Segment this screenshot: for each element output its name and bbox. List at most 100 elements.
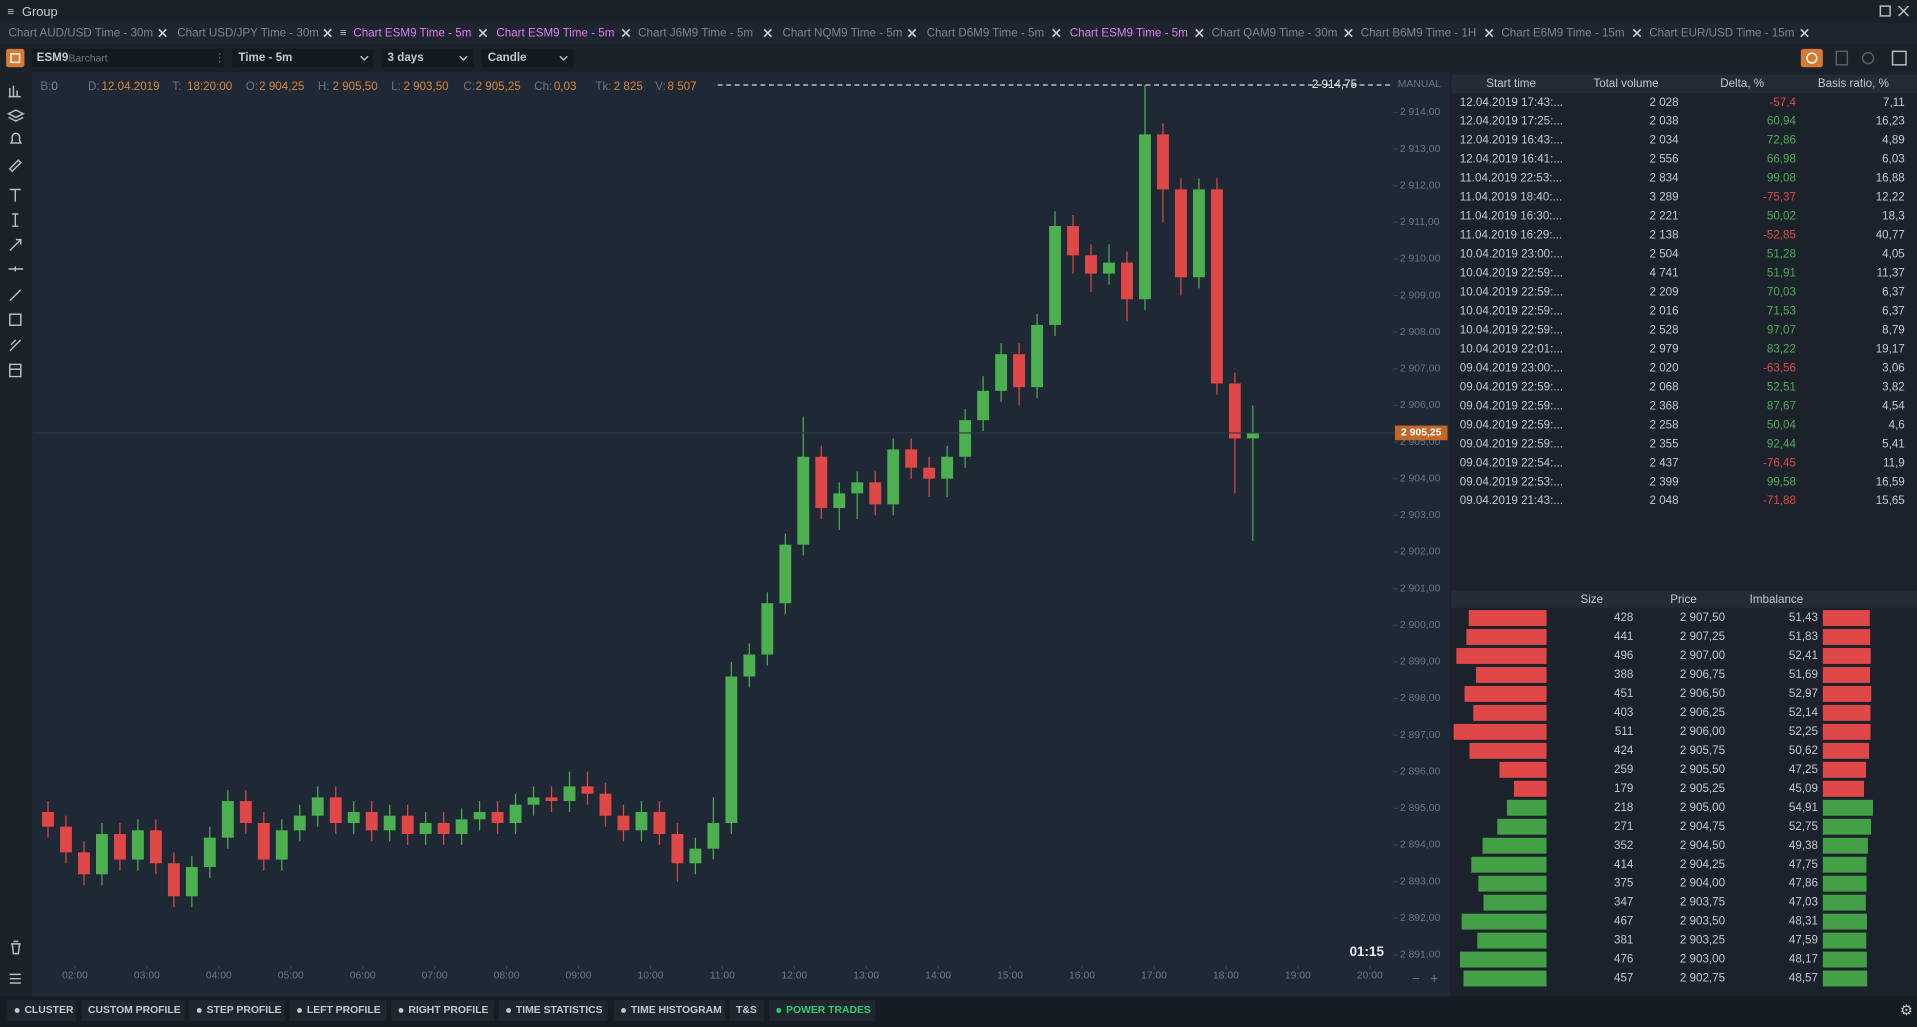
table-cell: 2 368 [1650,399,1679,412]
text-tool[interactable] [9,188,21,202]
app-logo[interactable] [6,48,25,68]
trash-tool[interactable] [11,940,21,955]
table-cell: 2 138 [1650,229,1679,242]
search-trades-button[interactable] [1800,48,1823,68]
tab-close[interactable] [323,28,332,38]
candle-body [60,826,72,853]
tab-close[interactable] [158,28,167,38]
tab-close[interactable] [1195,28,1204,38]
tab[interactable]: Chart QAM9 Time - 30m [1212,27,1338,40]
info-value: 0 [51,80,57,93]
tab[interactable]: Chart USD/JPY Time - 30m [177,27,319,40]
bottom-button[interactable] [7,1000,76,1021]
symbol-input[interactable] [31,48,224,68]
indicators-tool[interactable] [8,85,21,98]
candle-body [1103,262,1115,274]
arrow-tool[interactable] [9,238,22,252]
orderbook-header [1451,590,1917,608]
bottom-button[interactable] [189,1000,285,1021]
close-button[interactable] [1898,5,1909,17]
size-cell: 457 [1614,972,1633,985]
column-header[interactable]: Basis ratio, % [1818,77,1889,90]
table-cell: 10.04.2019 23:00:... [1460,248,1563,261]
timeframe-select[interactable] [232,48,373,68]
button-label: LEFT PROFILE [307,1005,381,1016]
tab[interactable]: Chart AUD/USD Time - 30m [9,27,154,40]
tab-close[interactable] [1052,28,1061,38]
table-cell: 11.04.2019 16:29:... [1460,229,1562,242]
rectangle-tool[interactable] [9,313,22,326]
bottom-button[interactable] [391,1000,494,1021]
delete-button[interactable] [1835,50,1849,66]
button-indicator [14,1008,20,1013]
maximize-button[interactable] [1879,5,1891,17]
ruler-tool[interactable] [12,213,19,227]
scale-mode[interactable]: MANUAL [1398,79,1441,90]
pencil-tool[interactable] [8,159,22,173]
tab-close[interactable] [1484,28,1494,38]
column-header[interactable]: Price [1670,593,1696,606]
column-header[interactable]: Imbalance [1750,593,1804,606]
imbalance-bar [1822,723,1871,740]
tab[interactable]: Chart ESM9 Time - 5m [1070,27,1188,40]
tab-close[interactable] [478,28,488,38]
bottom-button[interactable] [729,1000,765,1021]
size-cell: 347 [1614,896,1633,909]
tab-close[interactable] [1344,28,1353,38]
chart-type-select[interactable] [481,48,574,68]
settings-button[interactable]: ⚙ [1900,1003,1913,1019]
tab-close[interactable] [1800,28,1809,38]
bottom-button[interactable] [769,1000,876,1021]
info-value: 2 905,25 [476,80,521,93]
column-header[interactable]: Start time [1486,77,1536,90]
tab-close[interactable] [1632,28,1642,38]
imbalance-bar [1822,856,1867,873]
tab[interactable]: Chart EUR/USD Time - 15m [1649,27,1794,40]
period-select[interactable] [381,48,474,68]
candle-body [473,812,486,820]
table-cell: 11,37 [1877,267,1905,280]
candle-body [1085,255,1097,274]
bottom-button[interactable] [498,1000,608,1021]
column-header[interactable]: Delta, % [1720,77,1764,90]
zoom-in[interactable]: + [1430,971,1438,986]
fib-tool[interactable] [9,339,22,352]
table-cell: 52,51 [1767,380,1796,393]
table-cell: 18,3 [1882,210,1905,223]
tab[interactable]: Chart J6M9 Time - 5m [638,27,753,40]
tab[interactable]: Chart ESM9 Time - 5m [496,27,614,40]
y-tick-label: 2 913,00 [1400,144,1441,155]
x-tick-label: 10:00 [637,970,663,981]
candle-body [581,786,594,794]
line-tool[interactable] [9,289,22,302]
y-tick-label: 2 906,00 [1400,400,1441,411]
tab-close[interactable] [621,28,631,38]
panel-toggle[interactable] [1891,50,1907,66]
candle-body [563,786,576,802]
bottom-button[interactable] [289,1000,387,1021]
tab[interactable]: Chart B6M9 Time - 1H [1361,27,1476,40]
zoom-out[interactable]: − [1412,971,1420,986]
refresh-button[interactable] [1861,51,1875,65]
table-cell: 40,77 [1876,229,1905,242]
layers-tool[interactable] [6,109,25,122]
tab-close[interactable] [763,28,773,38]
imbalance-bar [1822,932,1867,949]
list-tool[interactable] [9,973,21,984]
bottom-button[interactable] [81,1000,185,1021]
tab[interactable]: Chart D6M9 Time - 5m [927,27,1044,40]
column-header[interactable]: Total volume [1593,77,1658,90]
tab[interactable]: Chart NQM9 Time - 5m [782,27,902,40]
table-cell: 50,02 [1767,210,1796,223]
bottom-button[interactable] [613,1000,725,1021]
alerts-tool[interactable] [9,132,22,144]
tab[interactable]: Chart E6M9 Time - 15m [1501,27,1624,40]
symbol-menu[interactable]: ⋮ [214,51,226,64]
tab[interactable]: Chart ESM9 Time - 5m [353,27,471,40]
column-header[interactable]: Size [1580,593,1603,606]
tab-close[interactable] [907,28,917,38]
hline-tool[interactable] [8,266,24,272]
template-tool[interactable] [9,363,22,378]
menu-icon[interactable]: ≡ [7,5,14,18]
